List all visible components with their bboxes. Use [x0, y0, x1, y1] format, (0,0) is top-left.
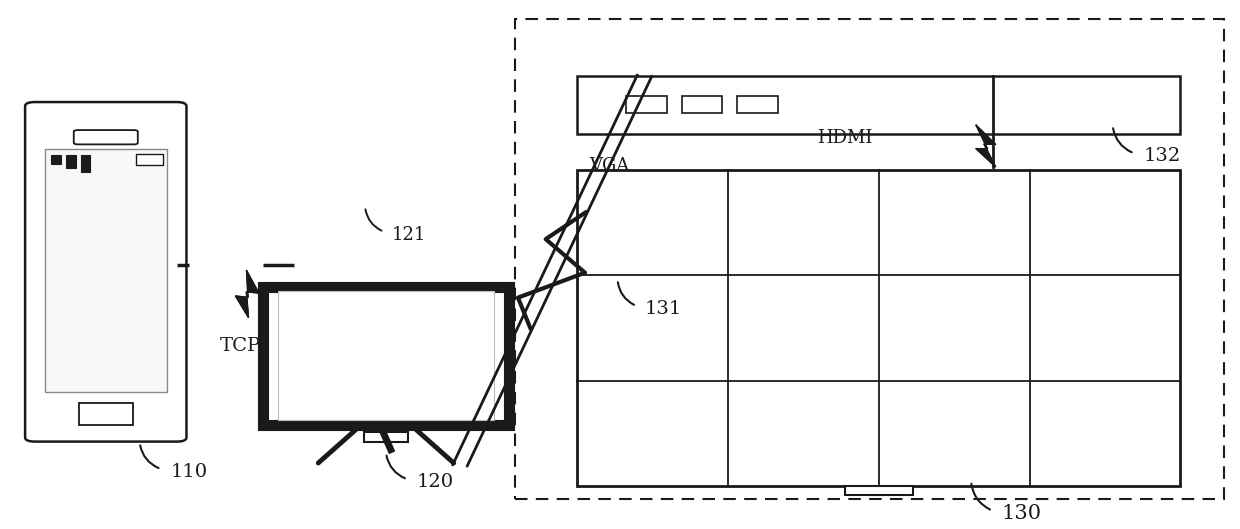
- Bar: [79, 403, 133, 425]
- Bar: [626, 96, 667, 113]
- Bar: [844, 486, 913, 495]
- Bar: [577, 76, 1180, 134]
- Bar: [45, 150, 166, 391]
- Text: TCP: TCP: [219, 337, 260, 355]
- Text: 120: 120: [417, 473, 454, 491]
- Bar: [278, 291, 495, 421]
- Text: 121: 121: [392, 226, 427, 244]
- FancyBboxPatch shape: [73, 130, 138, 144]
- Text: 131: 131: [645, 300, 682, 318]
- FancyBboxPatch shape: [25, 102, 186, 442]
- Bar: [136, 153, 162, 165]
- Text: 110: 110: [170, 463, 207, 481]
- Text: HDMI: HDMI: [817, 129, 873, 147]
- Bar: [263, 287, 510, 425]
- Text: 130: 130: [1002, 504, 1042, 523]
- Text: VGA: VGA: [589, 157, 630, 175]
- Bar: [363, 432, 408, 442]
- Bar: [577, 170, 1180, 486]
- Bar: [682, 96, 722, 113]
- Bar: [81, 154, 91, 172]
- Bar: [737, 96, 777, 113]
- Bar: [66, 154, 76, 168]
- Text: 132: 132: [1143, 147, 1180, 165]
- Polygon shape: [236, 271, 259, 317]
- Bar: [51, 154, 61, 164]
- Polygon shape: [976, 125, 996, 167]
- Bar: [516, 20, 1224, 499]
